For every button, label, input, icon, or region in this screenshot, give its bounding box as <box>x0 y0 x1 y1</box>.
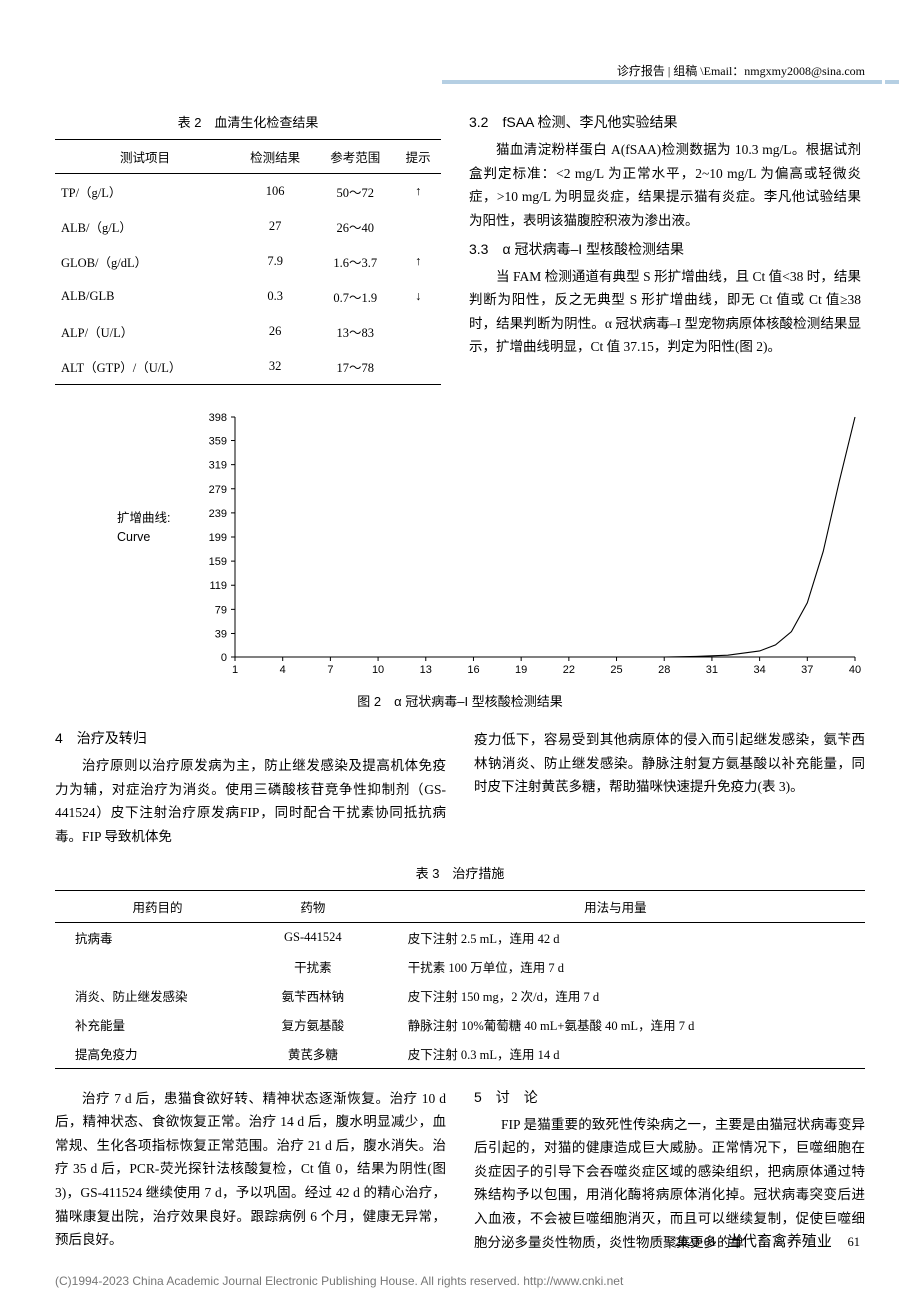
svg-text:239: 239 <box>209 508 227 520</box>
table-row: ALP/（U/L）2613～83 <box>55 314 441 349</box>
section-5-heading: 5 讨 论 <box>474 1087 865 1107</box>
svg-text:25: 25 <box>610 664 622 676</box>
table3-header-cell: 用药目的 <box>55 890 260 922</box>
table-row: 提高免疫力黄芪多糖皮下注射 0.3 mL，连用 14 d <box>55 1039 865 1069</box>
table3-caption: 表 3 治疗措施 <box>55 863 865 882</box>
right-column: 3.2 fSAA 检测、李凡他实验结果 猫血清淀粉样蛋白 A(fSAA)检测数据… <box>469 112 861 385</box>
chart-caption: 图 2 α 冠状病毒–I 型核酸检测结果 <box>55 691 865 710</box>
table2: 测试项目检测结果参考范围提示 TP/（g/L）10650～72↑ALB/（g/L… <box>55 139 441 385</box>
table-row: TP/（g/L）10650～72↑ <box>55 174 441 210</box>
section-4-columns: 4 治疗及转归 治疗原则以治疗原发病为主，防止继发感染及提高机体免疫力为辅，对症… <box>55 728 865 849</box>
svg-text:279: 279 <box>209 484 227 496</box>
table2-header-cell: 参考范围 <box>315 140 395 174</box>
svg-text:7: 7 <box>327 664 333 676</box>
svg-text:159: 159 <box>209 556 227 568</box>
table-row: 补充能量复方氨基酸静脉注射 10%葡萄糖 40 mL+氨基酸 40 mL，连用 … <box>55 1010 865 1039</box>
svg-text:40: 40 <box>849 664 861 676</box>
table-row: ALB/GLB0.30.7～1.9↓ <box>55 279 441 314</box>
table-row: 消炎、防止继发感染氨苄西林钠皮下注射 150 mg，2 次/d，连用 7 d <box>55 981 865 1010</box>
page-footer: 2023·01 · 当代畜禽养殖业 61 <box>675 1230 860 1251</box>
copyright-line: (C)1994-2023 China Academic Journal Elec… <box>55 1274 623 1288</box>
chart-y-label: 扩增曲线: Curve <box>117 509 170 547</box>
table2-caption: 表 2 血清生化检查结果 <box>55 112 441 131</box>
table2-header-cell: 检测结果 <box>235 140 315 174</box>
chart-figure-2: 扩增曲线: Curve 0397911915919923927931935939… <box>55 407 865 687</box>
left-column: 表 2 血清生化检查结果 测试项目检测结果参考范围提示 TP/（g/L）1065… <box>55 112 441 385</box>
table-row: 干扰素干扰素 100 万单位，连用 7 d <box>55 952 865 981</box>
svg-text:79: 79 <box>215 604 227 616</box>
section-4-body-left: 治疗原则以治疗原发病为主，防止继发感染及提高机体免疫力为辅，对症治疗为消炎。使用… <box>55 754 446 849</box>
section-3-3-body: 当 FAM 检测通道有典型 S 形扩增曲线，且 Ct 值<38 时，结果判断为阳… <box>469 265 861 360</box>
svg-text:31: 31 <box>706 664 718 676</box>
section-4-body-right: 疫力低下，容易受到其他病原体的侵入而引起继发感染，氨苄西林钠消炎、防止继发感染。… <box>474 728 865 799</box>
svg-text:16: 16 <box>467 664 479 676</box>
svg-text:37: 37 <box>801 664 813 676</box>
bottom-left-body: 治疗 7 d 后，患猫食欲好转、精神状态逐渐恢复。治疗 10 d 后，精神状态、… <box>55 1087 446 1252</box>
table3-header-cell: 药物 <box>260 890 366 922</box>
table-row: ALB/（g/L）2726～40 <box>55 209 441 244</box>
svg-text:22: 22 <box>563 664 575 676</box>
table3-header-cell: 用法与用量 <box>366 890 865 922</box>
svg-text:119: 119 <box>209 580 227 592</box>
header-label: 诊疗报告 | 组稿 \Email：nmgxmy2008@sina.com <box>617 62 865 79</box>
table2-header-cell: 提示 <box>395 140 441 174</box>
svg-text:199: 199 <box>209 532 227 544</box>
svg-text:398: 398 <box>209 412 227 424</box>
chart-svg: 0 39 79 119 159 199 239 279 319 359 398 1 4 7 10 13 16 19… <box>55 407 865 687</box>
table3: 用药目的药物用法与用量 抗病毒GS-441524皮下注射 2.5 mL，连用 4… <box>55 890 865 1069</box>
svg-text:13: 13 <box>420 664 432 676</box>
table-row: GLOB/（g/dL）7.91.6～3.7↑ <box>55 244 441 279</box>
svg-text:28: 28 <box>658 664 670 676</box>
section-3-2-body: 猫血清淀粉样蛋白 A(fSAA)检测数据为 10.3 mg/L。根据试剂盒判定标… <box>469 138 861 233</box>
section-3-3-heading: 3.3 α 冠状病毒–I 型核酸检测结果 <box>469 239 861 259</box>
header-rule <box>442 80 882 84</box>
svg-text:4: 4 <box>280 664 286 676</box>
table-row: 抗病毒GS-441524皮下注射 2.5 mL，连用 42 d <box>55 922 865 952</box>
svg-text:39: 39 <box>215 628 227 640</box>
svg-text:10: 10 <box>372 664 384 676</box>
svg-text:1: 1 <box>232 664 238 676</box>
svg-text:34: 34 <box>753 664 765 676</box>
table-row: ALT（GTP）/（U/L）3217～78 <box>55 349 441 385</box>
svg-text:359: 359 <box>209 436 227 448</box>
svg-text:319: 319 <box>209 460 227 472</box>
svg-text:0: 0 <box>221 652 227 664</box>
svg-text:19: 19 <box>515 664 527 676</box>
table2-header-cell: 测试项目 <box>55 140 235 174</box>
section-4-heading: 4 治疗及转归 <box>55 728 446 748</box>
section-3-2-heading: 3.2 fSAA 检测、李凡他实验结果 <box>469 112 861 132</box>
